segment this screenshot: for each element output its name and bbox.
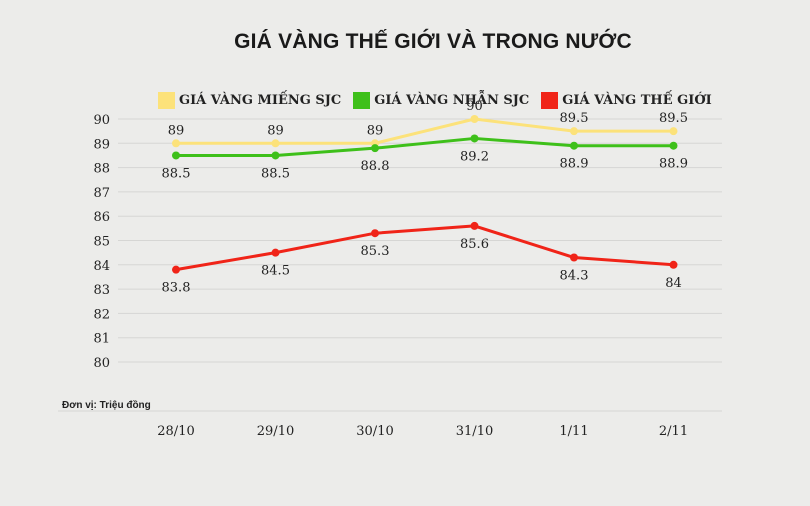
x-tick-label: 29/10 <box>257 424 294 439</box>
x-tick-label: 2/11 <box>659 424 688 439</box>
unit-note: Đơn vị: Triệu đồng <box>62 400 151 411</box>
data-point <box>371 144 379 153</box>
data-label: 89 <box>168 123 185 138</box>
series-line <box>175 224 674 272</box>
series-line <box>176 136 674 157</box>
y-tick-label: 88 <box>93 162 110 177</box>
data-label: 89 <box>267 123 284 138</box>
data-label: 89 <box>367 123 384 138</box>
data-label: 85.6 <box>460 237 489 252</box>
data-label: 89.2 <box>460 149 489 164</box>
data-label: 85.3 <box>361 244 390 259</box>
legend-item-sjc-ring: GIÁ VÀNG NHẪN SJC <box>353 92 529 109</box>
data-point <box>371 229 379 238</box>
legend-item-sjc-bar: GIÁ VÀNG MIẾNG SJC <box>158 92 341 109</box>
data-label: 88.9 <box>659 157 688 172</box>
data-label: 84.3 <box>560 269 589 284</box>
data-point <box>470 221 479 230</box>
data-point <box>172 139 180 148</box>
x-tick-label: 28/10 <box>157 424 194 439</box>
legend-label-sjc-bar: GIÁ VÀNG MIẾNG SJC <box>179 93 342 108</box>
x-tick-label: 31/10 <box>456 424 493 439</box>
data-label: 89.5 <box>560 111 589 126</box>
legend-label-world: GIÁ VÀNG THẾ GIỚI <box>562 93 712 108</box>
data-label: 84 <box>665 276 682 291</box>
y-tick-label: 89 <box>93 137 110 152</box>
data-label: 88.8 <box>361 159 390 174</box>
x-tick-label: 30/10 <box>356 424 393 439</box>
x-tick-label: 1/11 <box>559 424 588 439</box>
data-point <box>271 248 280 257</box>
legend-swatch-world <box>541 92 559 109</box>
data-label: 84.5 <box>261 264 290 279</box>
chart-title: GIÁ VÀNG THẾ GIỚI VÀ TRONG NƯỚC <box>234 30 632 53</box>
data-point <box>470 134 479 143</box>
data-point <box>570 127 578 136</box>
data-point <box>271 151 280 160</box>
data-label: 88.5 <box>261 166 290 181</box>
y-tick-label: 81 <box>93 332 110 347</box>
data-label: 90 <box>466 99 483 114</box>
y-tick-label: 86 <box>93 210 110 225</box>
y-tick-label: 82 <box>93 307 110 322</box>
y-tick-label: 80 <box>93 356 110 371</box>
data-point <box>470 115 479 123</box>
y-tick-label: 90 <box>93 113 110 128</box>
y-tick-label: 83 <box>93 283 110 298</box>
data-label: 83.8 <box>162 281 191 296</box>
series-line <box>176 117 674 145</box>
y-tick-label: 84 <box>93 259 110 274</box>
data-label: 88.9 <box>560 157 589 172</box>
data-point <box>669 141 678 150</box>
data-point <box>669 127 678 136</box>
data-point <box>669 260 678 269</box>
data-point <box>570 253 578 262</box>
legend-swatch-sjc-bar <box>158 92 175 109</box>
y-tick-label: 87 <box>93 186 110 201</box>
y-tick-label: 85 <box>93 235 110 250</box>
data-point <box>271 139 280 148</box>
legend-swatch-sjc-ring <box>353 92 371 109</box>
data-point <box>172 151 180 160</box>
data-label: 89.5 <box>659 111 688 126</box>
data-label: 88.5 <box>162 166 191 181</box>
legend-label-sjc-ring: GIÁ VÀNG NHẪN SJC <box>374 93 530 108</box>
legend-item-world: GIÁ VÀNG THẾ GIỚI <box>541 92 712 109</box>
data-point <box>570 141 578 150</box>
data-point <box>172 265 180 274</box>
legend: GIÁ VÀNG MIẾNG SJC GIÁ VÀNG NHẪN SJC GIÁ… <box>158 92 724 109</box>
